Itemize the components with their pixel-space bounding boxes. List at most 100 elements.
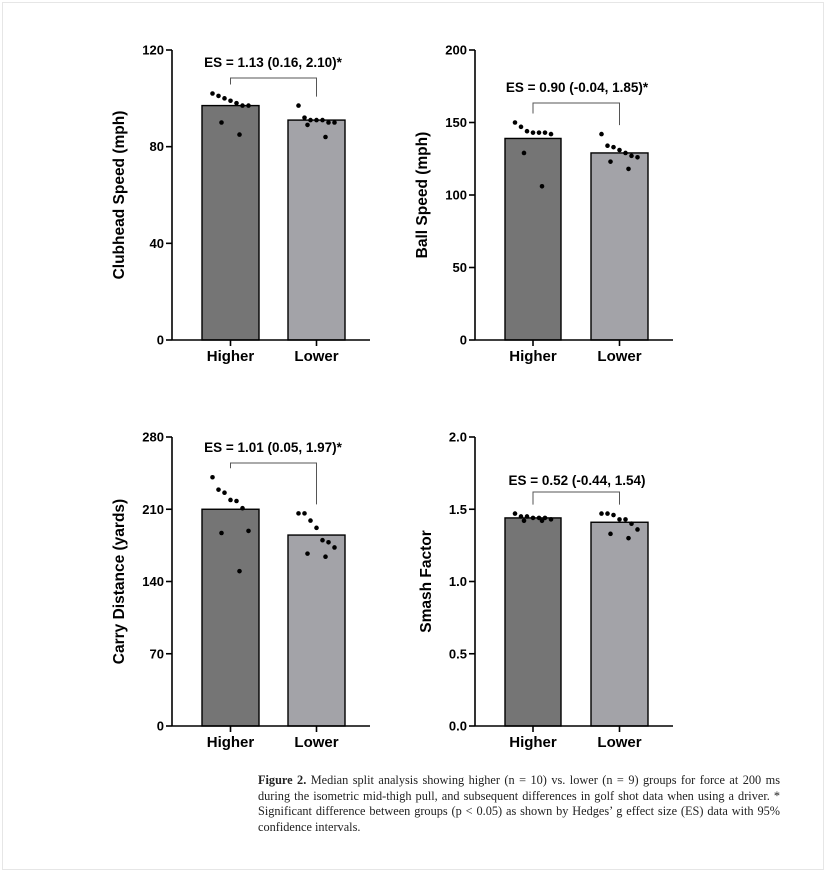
effect-size-label: ES = 0.52 (-0.44, 1.54) (509, 473, 646, 488)
x-tick-label-higher: Higher (207, 734, 255, 751)
chart-panel-4: 0.0 0.5 1.0 1.5 2.0 Higher Lower Smash Factor ES… (418, 430, 673, 751)
y-axis-label: Ball Speed (mph) (414, 132, 431, 259)
data-point (536, 515, 542, 521)
data-point (237, 132, 242, 137)
data-point (302, 511, 307, 516)
data-point (296, 103, 301, 108)
data-point (599, 131, 604, 137)
bar-lower (590, 521, 649, 727)
y-axis-label: Carry Distance (yards) (111, 499, 128, 664)
y-tick-label: 40 (150, 236, 164, 251)
data-point (246, 103, 251, 108)
y-tick-label: 150 (445, 115, 467, 130)
y-axis-label: Clubhead Speed (mph) (111, 111, 128, 280)
data-point (320, 537, 325, 543)
data-point (518, 124, 524, 130)
y-tick-label: 0 (157, 333, 164, 348)
data-point (626, 535, 631, 541)
data-point (605, 143, 610, 148)
data-point (542, 130, 548, 135)
y-tick-label: 1.0 (449, 574, 467, 589)
data-point (308, 518, 313, 523)
data-point (240, 103, 245, 108)
chart-panel-2: 0 50 100 150 200 Higher Lower Ball Speed (mph) E… (414, 43, 673, 365)
data-point (228, 497, 233, 503)
bar-higher (504, 517, 562, 727)
data-point (530, 130, 536, 135)
data-point (314, 525, 319, 531)
y-tick-label: 0 (157, 719, 164, 734)
data-point (246, 528, 251, 534)
data-point (234, 100, 239, 106)
effect-size-label: ES = 1.13 (0.16, 2.10)* (204, 55, 342, 70)
y-tick-label: 280 (142, 430, 164, 445)
data-point (296, 511, 301, 516)
data-point (305, 122, 310, 128)
x-tick-label-higher: Higher (509, 734, 557, 751)
x-tick-label-higher: Higher (207, 348, 255, 365)
data-point (222, 96, 227, 101)
data-point (626, 166, 631, 172)
data-point (623, 517, 628, 522)
significance-bracket (532, 491, 620, 505)
y-tick-label: 50 (453, 260, 467, 275)
data-point (326, 120, 331, 125)
data-point (524, 514, 530, 519)
significance-bracket (230, 462, 317, 505)
data-point (617, 147, 622, 153)
data-point (548, 517, 554, 522)
data-point (323, 554, 328, 560)
data-point (524, 128, 530, 134)
chart-panel-1: 0 40 80 120 Higher Lower Clubhead Speed (mph) E… (111, 43, 370, 365)
x-tick-label-higher: Higher (509, 348, 557, 365)
y-tick-label: 210 (142, 502, 164, 517)
data-point (611, 144, 616, 150)
data-point (548, 131, 554, 137)
data-point (539, 184, 545, 189)
bar-higher (504, 137, 562, 341)
y-tick-label: 140 (142, 574, 164, 589)
bar-lower (590, 152, 649, 341)
data-point (512, 120, 518, 125)
data-point (521, 518, 527, 524)
y-tick-label: 0.5 (449, 646, 467, 661)
data-point (629, 153, 634, 159)
data-point (237, 568, 242, 574)
y-tick-label: 120 (142, 43, 164, 58)
data-point (302, 115, 307, 120)
chart-panel-3: 0 70 140 210 280 Higher Lower Carry Distance (y… (111, 430, 370, 751)
data-point (608, 159, 613, 164)
data-point (611, 512, 616, 518)
data-point (228, 98, 233, 104)
x-tick-label-lower: Lower (294, 348, 338, 365)
data-point (210, 91, 215, 96)
effect-size-label: ES = 0.90 (-0.04, 1.85)* (506, 80, 649, 95)
data-point (530, 515, 536, 521)
data-point (222, 490, 227, 496)
data-point (314, 117, 319, 123)
data-point (326, 539, 331, 545)
y-tick-label: 0.0 (449, 719, 467, 734)
y-tick-label: 1.5 (449, 502, 467, 517)
x-tick-label-lower: Lower (294, 734, 338, 751)
y-tick-label: 200 (445, 43, 467, 58)
bar-higher (201, 104, 260, 341)
data-point (305, 551, 310, 556)
data-point (332, 120, 337, 125)
significance-bracket (230, 77, 317, 97)
data-point (617, 517, 622, 522)
data-point (629, 521, 634, 526)
data-point (521, 150, 527, 156)
data-point (216, 93, 221, 99)
data-point (308, 117, 313, 123)
data-point (512, 511, 518, 516)
significance-bracket (532, 102, 620, 126)
figure-caption: Figure 2. Median split analysis showing … (258, 773, 780, 835)
caption-label: Figure 2. (258, 773, 307, 787)
data-point (332, 545, 337, 550)
data-point (219, 120, 224, 125)
bar-lower (287, 119, 346, 341)
data-point (536, 130, 542, 135)
